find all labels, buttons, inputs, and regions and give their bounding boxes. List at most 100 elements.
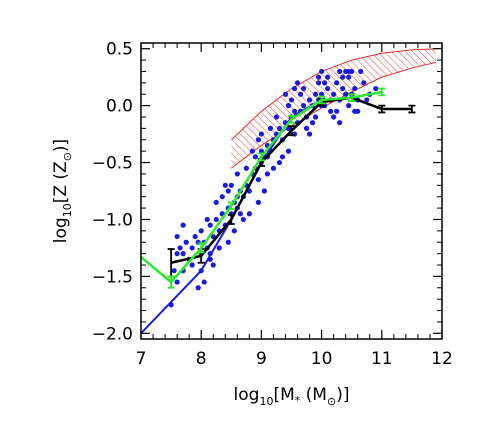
y-title-mid: [Z (Z xyxy=(51,161,71,203)
scatter-point xyxy=(180,251,186,257)
y-tick-label: −1.5 xyxy=(92,267,133,287)
scatter-point xyxy=(285,148,292,154)
x-title-pre: log xyxy=(234,385,260,405)
scatter-point xyxy=(294,80,301,86)
green-error-bar xyxy=(227,201,235,211)
scatter-point xyxy=(222,182,228,188)
scatter-point xyxy=(291,108,298,114)
plot-area xyxy=(141,48,437,335)
scatter-point xyxy=(174,233,180,240)
scatter-point xyxy=(234,171,240,177)
scatter-point xyxy=(361,80,367,86)
scatter-point xyxy=(325,74,331,80)
scatter-point xyxy=(346,68,352,75)
scatter-point xyxy=(312,91,319,97)
scatter-point xyxy=(328,108,334,114)
scatter-point xyxy=(364,97,370,103)
black-error-bar xyxy=(408,104,416,114)
scatter-point xyxy=(252,154,258,160)
y-axis: −2.0 −1.5 −1.0 −0.5 0.0 0.5 xyxy=(92,40,442,344)
scatter-point xyxy=(306,97,313,103)
scatter-point xyxy=(273,114,280,120)
scatter-point xyxy=(306,131,313,137)
plot-frame xyxy=(140,42,443,340)
green-error-bar xyxy=(167,275,175,289)
scatter-point xyxy=(228,182,234,188)
scatter-point xyxy=(309,120,316,126)
scatter-point xyxy=(303,125,310,131)
scatter-point xyxy=(258,131,264,137)
scatter-point xyxy=(174,251,180,257)
scatter-point xyxy=(312,114,319,120)
red-hatched-band xyxy=(231,48,436,169)
x-axis: 7 8 9 10 11 12 xyxy=(136,43,453,369)
scatter-point xyxy=(207,222,213,228)
x-title-mid: [M xyxy=(273,385,294,405)
scatter-point xyxy=(288,97,295,103)
scatter-point xyxy=(201,279,207,285)
scatter-point xyxy=(331,91,337,97)
scatter-point xyxy=(325,85,331,92)
y-tick-label: −0.5 xyxy=(92,154,133,174)
scatter-point xyxy=(373,85,379,92)
scatter-point xyxy=(198,228,204,234)
scatter-point xyxy=(213,216,219,223)
black-error-bar xyxy=(288,125,295,137)
scatter-point xyxy=(346,103,352,109)
scatter-point xyxy=(334,80,340,86)
y-tick-label: −1.0 xyxy=(92,210,133,230)
black-error-bar xyxy=(227,214,235,225)
scatter-point xyxy=(300,103,307,109)
x-tick-label: 12 xyxy=(431,349,453,369)
scatter-point xyxy=(174,279,180,285)
scatter-point xyxy=(346,74,352,80)
scatter-point xyxy=(210,262,216,268)
x-title-post: (M xyxy=(300,385,327,405)
scatter-point xyxy=(291,85,298,92)
x-axis-title: log10[M* (M⊙)] xyxy=(234,385,350,408)
y-title-sub: 10 xyxy=(61,203,74,217)
green-error-bar xyxy=(348,93,356,102)
scatter-point xyxy=(237,211,243,217)
scatter-point xyxy=(300,85,307,92)
scatter-point xyxy=(255,177,261,183)
scatter-point xyxy=(319,68,325,75)
scatter-point xyxy=(315,74,322,80)
scatter-point xyxy=(183,239,189,245)
scatter-point xyxy=(264,171,271,177)
scatter-point xyxy=(319,91,325,97)
scatter-point xyxy=(352,108,358,114)
scatter-point xyxy=(358,68,364,75)
scatter-point xyxy=(322,80,328,86)
scatter-point xyxy=(246,211,252,217)
y-axis-title: log10[Z (Z⊙)] xyxy=(51,139,74,243)
x-title-sub: 10 xyxy=(259,395,273,408)
scatter-point xyxy=(285,125,292,131)
y-tick-label: 0.5 xyxy=(106,40,133,60)
scatter-point xyxy=(343,91,349,97)
scatter-point xyxy=(189,245,195,251)
scatter-point xyxy=(219,194,225,200)
band-upper-edge xyxy=(230,48,437,141)
scatter-point xyxy=(267,125,274,131)
y-tick-label: −2.0 xyxy=(92,324,133,344)
scatter-point xyxy=(243,165,249,171)
scatter-point xyxy=(337,120,343,126)
scatter-point xyxy=(315,80,322,86)
y-title-close: )] xyxy=(51,139,71,152)
x-tick-label: 7 xyxy=(136,349,147,369)
scatter-point xyxy=(192,233,198,240)
scatter-point xyxy=(195,285,201,291)
scatter-point xyxy=(249,148,255,154)
scatter-point xyxy=(282,91,289,97)
x-tick-label: 9 xyxy=(256,349,267,369)
green-error-bar xyxy=(197,242,205,254)
scatter-point xyxy=(258,148,264,154)
scatter-point xyxy=(337,68,343,75)
scatter-point xyxy=(171,268,177,274)
scatter-point xyxy=(255,199,261,205)
scatter-point xyxy=(216,245,222,251)
green-error-bar xyxy=(257,152,265,162)
x-tick-label: 11 xyxy=(371,349,393,369)
